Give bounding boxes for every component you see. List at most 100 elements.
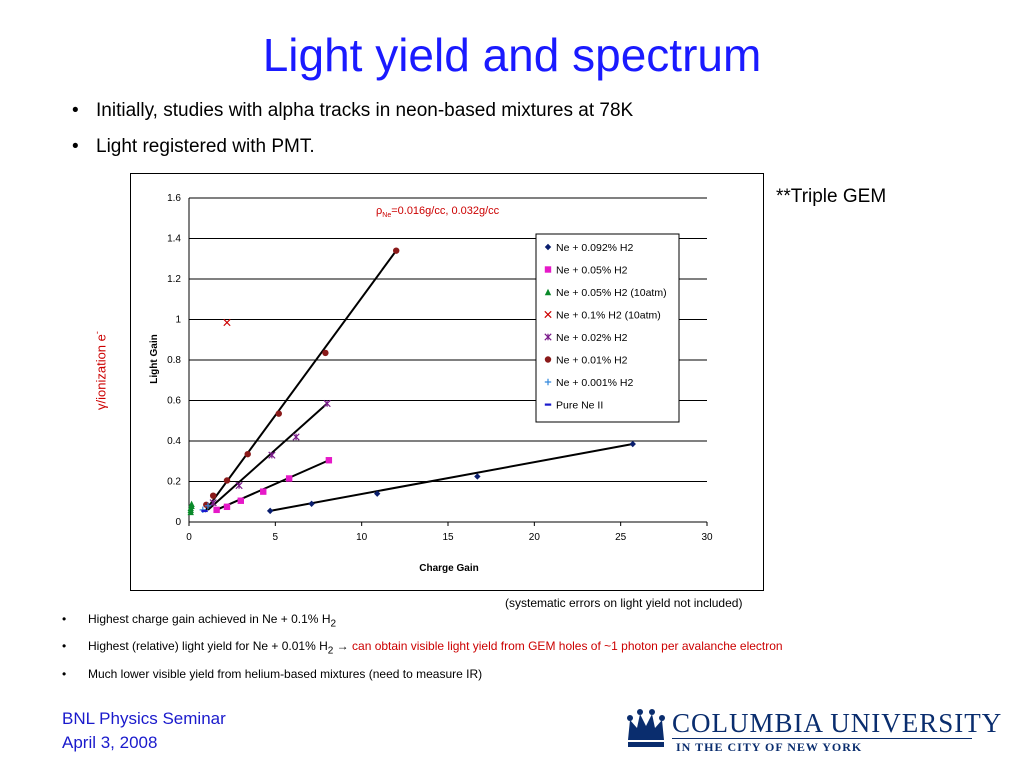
data-point — [325, 457, 333, 464]
legend-entry: Ne + 0.05% H2 — [556, 265, 628, 277]
data-point — [268, 451, 276, 459]
note-sub: 2 — [330, 618, 337, 630]
data-point — [323, 399, 331, 408]
university-logo: COLUMBIA UNIVERSITY IN THE CITY OF NEW Y… — [622, 700, 1001, 760]
scatter-chart: 0 0.2 0.4 0.6 0.8 1 1.2 1.4 1.6 0 5 10 15 20 25 30 Char… — [149, 193, 713, 574]
data-point — [393, 247, 400, 254]
data-point — [285, 475, 293, 482]
data-point — [544, 403, 552, 406]
note-sub: 2 — [327, 645, 334, 657]
data-point — [209, 492, 217, 499]
bullet-list: Initially, studies with alpha tracks in … — [72, 100, 633, 172]
footer: BNL Physics Seminar April 3, 2008 — [62, 707, 226, 755]
data-point — [209, 499, 217, 507]
chart-caption: (systematic errors on light yield not in… — [505, 596, 743, 610]
legend-entry: Ne + 0.01% H2 — [556, 355, 628, 367]
slide-title: Light yield and spectrum — [262, 29, 762, 81]
data-point — [629, 440, 636, 448]
y-tick-label: 1 — [175, 315, 181, 326]
logo-divider — [672, 738, 972, 739]
data-point — [275, 410, 282, 417]
y-tick-label: 1.2 — [167, 274, 181, 285]
y-tick-label: 1.6 — [167, 193, 181, 204]
note-text: Highest (relative) light yield for Ne + … — [88, 639, 328, 654]
legend-entry: Pure Ne II — [556, 400, 603, 412]
triple-gem-note: **Triple GEM — [776, 186, 887, 207]
data-point — [223, 503, 231, 511]
density-rho: ρ — [376, 205, 382, 217]
x-tick-label: 0 — [186, 532, 192, 543]
data-point — [544, 288, 552, 296]
data-point — [223, 477, 231, 484]
data-point — [244, 450, 251, 458]
fit-line — [203, 250, 398, 513]
data-point — [544, 243, 552, 251]
bullet-item: Initially, studies with alpha tracks in … — [72, 100, 633, 122]
notes-list: Highest charge gain achieved in Ne + 0.1… — [62, 612, 783, 691]
fit-line — [207, 402, 328, 511]
y-tick-label: 1.4 — [167, 234, 181, 245]
data-point — [544, 378, 552, 386]
data-point — [204, 502, 212, 509]
legend-entry: Ne + 0.092% H2 — [556, 242, 634, 254]
chart-container: 0 0.2 0.4 0.6 0.8 1 1.2 1.4 1.6 0 5 10 15 20 25 30 Char… — [130, 173, 764, 591]
logo-tagline: IN THE CITY OF NEW YORK — [676, 740, 863, 754]
data-point — [374, 490, 381, 497]
legend-entry: Ne + 0.05% H2 (10atm) — [556, 287, 667, 299]
density-text: =0.016g/cc, 0.032g/cc — [391, 205, 499, 217]
note-text: Highest charge gain achieved in Ne + 0.1… — [88, 612, 331, 626]
density-sub: Ne — [382, 212, 391, 219]
side-label-sup: - — [92, 331, 102, 335]
note-item: Highest (relative) light yield for Ne + … — [62, 639, 783, 656]
legend-entry: Ne + 0.1% H2 (10atm) — [556, 310, 661, 322]
data-point — [201, 509, 208, 513]
data-point — [260, 488, 267, 495]
data-point — [544, 310, 552, 319]
y-tick-label: 0.6 — [167, 396, 181, 407]
x-axis-label: Charge Gain — [419, 563, 478, 574]
note-item: Highest charge gain achieved in Ne + 0.1… — [62, 612, 783, 629]
data-point — [292, 433, 300, 441]
data-point — [188, 500, 195, 507]
data-point — [235, 481, 243, 490]
legend-box — [535, 233, 680, 423]
data-point — [237, 497, 244, 504]
data-point — [544, 356, 552, 363]
side-axis-label: γ/ionization e- — [92, 331, 108, 410]
x-tick-label: 10 — [356, 532, 368, 543]
y-tick-label: 0.2 — [167, 477, 181, 488]
note-item: Much lower visible yield from helium-bas… — [62, 667, 783, 681]
density-annotation: ρNe=0.016g/cc, 0.032g/cc — [376, 205, 500, 219]
legend: Ne + 0.092% H2 Ne + 0.05% H2 Ne + 0.05% H2… — [535, 233, 680, 423]
legend-entry: Ne + 0.001% H2 — [556, 377, 634, 389]
data-point — [544, 266, 552, 273]
grid-lines — [189, 197, 707, 523]
data-point — [544, 333, 552, 341]
x-tick-label: 15 — [442, 532, 454, 543]
data-point — [213, 506, 220, 514]
data-point — [322, 349, 329, 357]
x-tick-label: 30 — [701, 532, 713, 543]
footer-date: April 3, 2008 — [62, 733, 158, 752]
logo-wordmark: COLUMBIA UNIVERSITY — [672, 708, 1003, 738]
side-label-text: γ/ionization e — [93, 334, 109, 410]
note-highlight: can obtain visible light yield from GEM … — [352, 639, 783, 654]
y-tick-label: 0.8 — [167, 355, 181, 366]
fit-lines — [203, 250, 633, 513]
legend-entry: Ne + 0.02% H2 — [556, 332, 628, 344]
crown-icon — [627, 709, 665, 747]
x-tick-label: 5 — [273, 532, 279, 543]
y-axis-label: Light Gain — [149, 334, 160, 383]
fit-line — [216, 459, 330, 511]
axes: 0 0.2 0.4 0.6 0.8 1 1.2 1.4 1.6 0 5 10 15 20 25 30 — [167, 193, 713, 543]
y-tick-label: 0 — [175, 517, 181, 528]
y-tick-label: 0.4 — [167, 436, 181, 447]
footer-event: BNL Physics Seminar — [62, 709, 226, 728]
data-point — [308, 500, 315, 507]
x-tick-label: 25 — [615, 532, 627, 543]
data-point — [266, 507, 274, 515]
bullet-item: Light registered with PMT. — [72, 136, 633, 158]
data-point — [223, 318, 231, 327]
x-tick-label: 20 — [529, 532, 541, 543]
data-point — [474, 473, 481, 480]
